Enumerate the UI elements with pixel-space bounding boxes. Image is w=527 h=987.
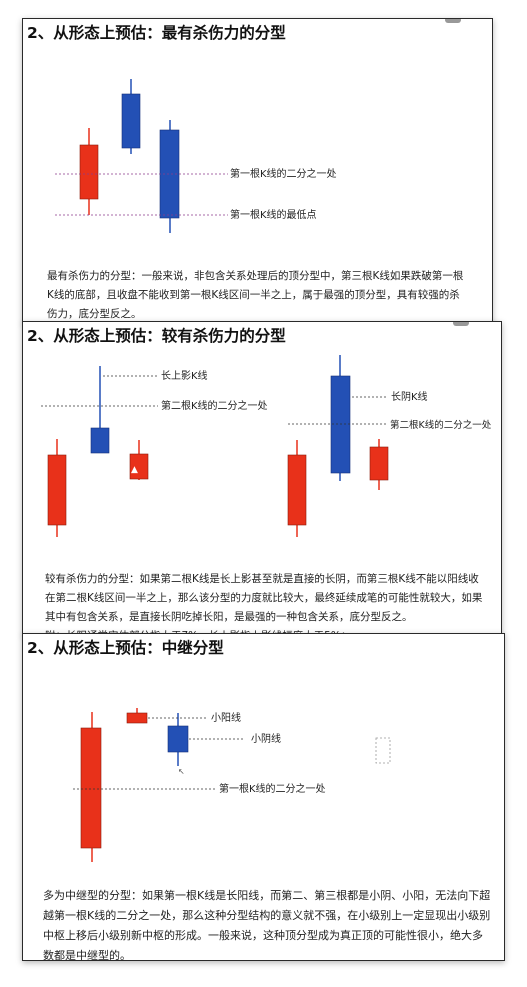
label-first-half: 第一根K线的二分之一处 bbox=[219, 782, 326, 795]
slide-title: 2、从形态上预估：中继分型 bbox=[27, 639, 224, 657]
candle-right-1-red bbox=[287, 454, 307, 526]
label-small-yin: 小阴线 bbox=[251, 732, 281, 745]
label-second-half: 第二根K线的二分之一处 bbox=[161, 399, 268, 412]
candle-right-2-blue bbox=[330, 375, 351, 474]
corner-mark bbox=[445, 19, 461, 23]
candle-2-blue bbox=[121, 93, 141, 149]
slide-relay-fractal: 2、从形态上预估：中继分型 ↖ 小阳线 小阴线 第一根K线的二分之一处 多为中继… bbox=[22, 633, 505, 961]
label-first-lowest: 第一根K线的最低点 bbox=[230, 208, 317, 221]
label-long-upper-shadow: 长上影K线 bbox=[161, 369, 208, 382]
corner-mark bbox=[453, 322, 469, 326]
placeholder-frame bbox=[375, 737, 391, 764]
description-note: 附：长阳通常实体部分指大于7%，长上影指上影线幅度大于5%； bbox=[45, 630, 351, 634]
slide-title: 2、从形态上预估：较有杀伤力的分型 bbox=[27, 327, 286, 345]
candle-2-red-small bbox=[126, 712, 148, 724]
candlestick-diagram: ▲ 长上影K线 第二根K线的二分之一处 长阴K线 第二根K线的二分之一处 bbox=[41, 355, 492, 537]
candlestick-diagram: 第一根K线的二分之一处 第一根K线的最低点 bbox=[55, 79, 337, 233]
candlestick-diagram: ↖ 小阳线 小阴线 第一根K线的二分之一处 bbox=[73, 708, 391, 862]
label-long-bearish: 长阴K线 bbox=[391, 390, 428, 403]
candle-left-3-red bbox=[129, 453, 149, 480]
slide-title: 2、从形态上预估：最有杀伤力的分型 bbox=[27, 24, 286, 42]
slide-strongest-fractal: 2、从形态上预估：最有杀伤力的分型 第一根K线的二分之一处 第一根K线的最低点 … bbox=[22, 18, 493, 323]
label-first-half: 第一根K线的二分之一处 bbox=[230, 167, 337, 180]
description-text: 多为中继型的分型：如果第一根K线是长阳线，而第二、第三根都是小阴、小阳，无法向下… bbox=[43, 889, 491, 961]
label-small-yang: 小阳线 bbox=[211, 711, 241, 724]
description-text: 较有杀伤力的分型：如果第二根K线是长上影甚至就是直接的长阴，而第三根K线不能以阳… bbox=[45, 570, 483, 634]
cursor-mark: ▲ bbox=[131, 465, 138, 475]
candle-1-red bbox=[79, 144, 99, 200]
label-second-half-right: 第二根K线的二分之一处 bbox=[390, 419, 492, 431]
description-body: 较有杀伤力的分型：如果第二根K线是长上影甚至就是直接的长阴，而第三根K线不能以阳… bbox=[45, 573, 483, 623]
candle-left-2-blue bbox=[90, 427, 110, 454]
candle-3-blue-small bbox=[167, 725, 189, 753]
candle-1-red-long bbox=[80, 727, 102, 849]
slide-strong-fractal: 2、从形态上预估：较有杀伤力的分型 ▲ 长上影K线 第二根K线的二分之一处 长阴… bbox=[22, 321, 502, 635]
candle-left-1-red bbox=[47, 454, 67, 526]
cursor-mark: ↖ bbox=[178, 767, 185, 776]
description-text: 最有杀伤力的分型：一般来说，非包含关系处理后的顶分型中，第三根K线如果跌破第一根… bbox=[47, 270, 464, 320]
candle-right-3-red bbox=[369, 446, 389, 481]
